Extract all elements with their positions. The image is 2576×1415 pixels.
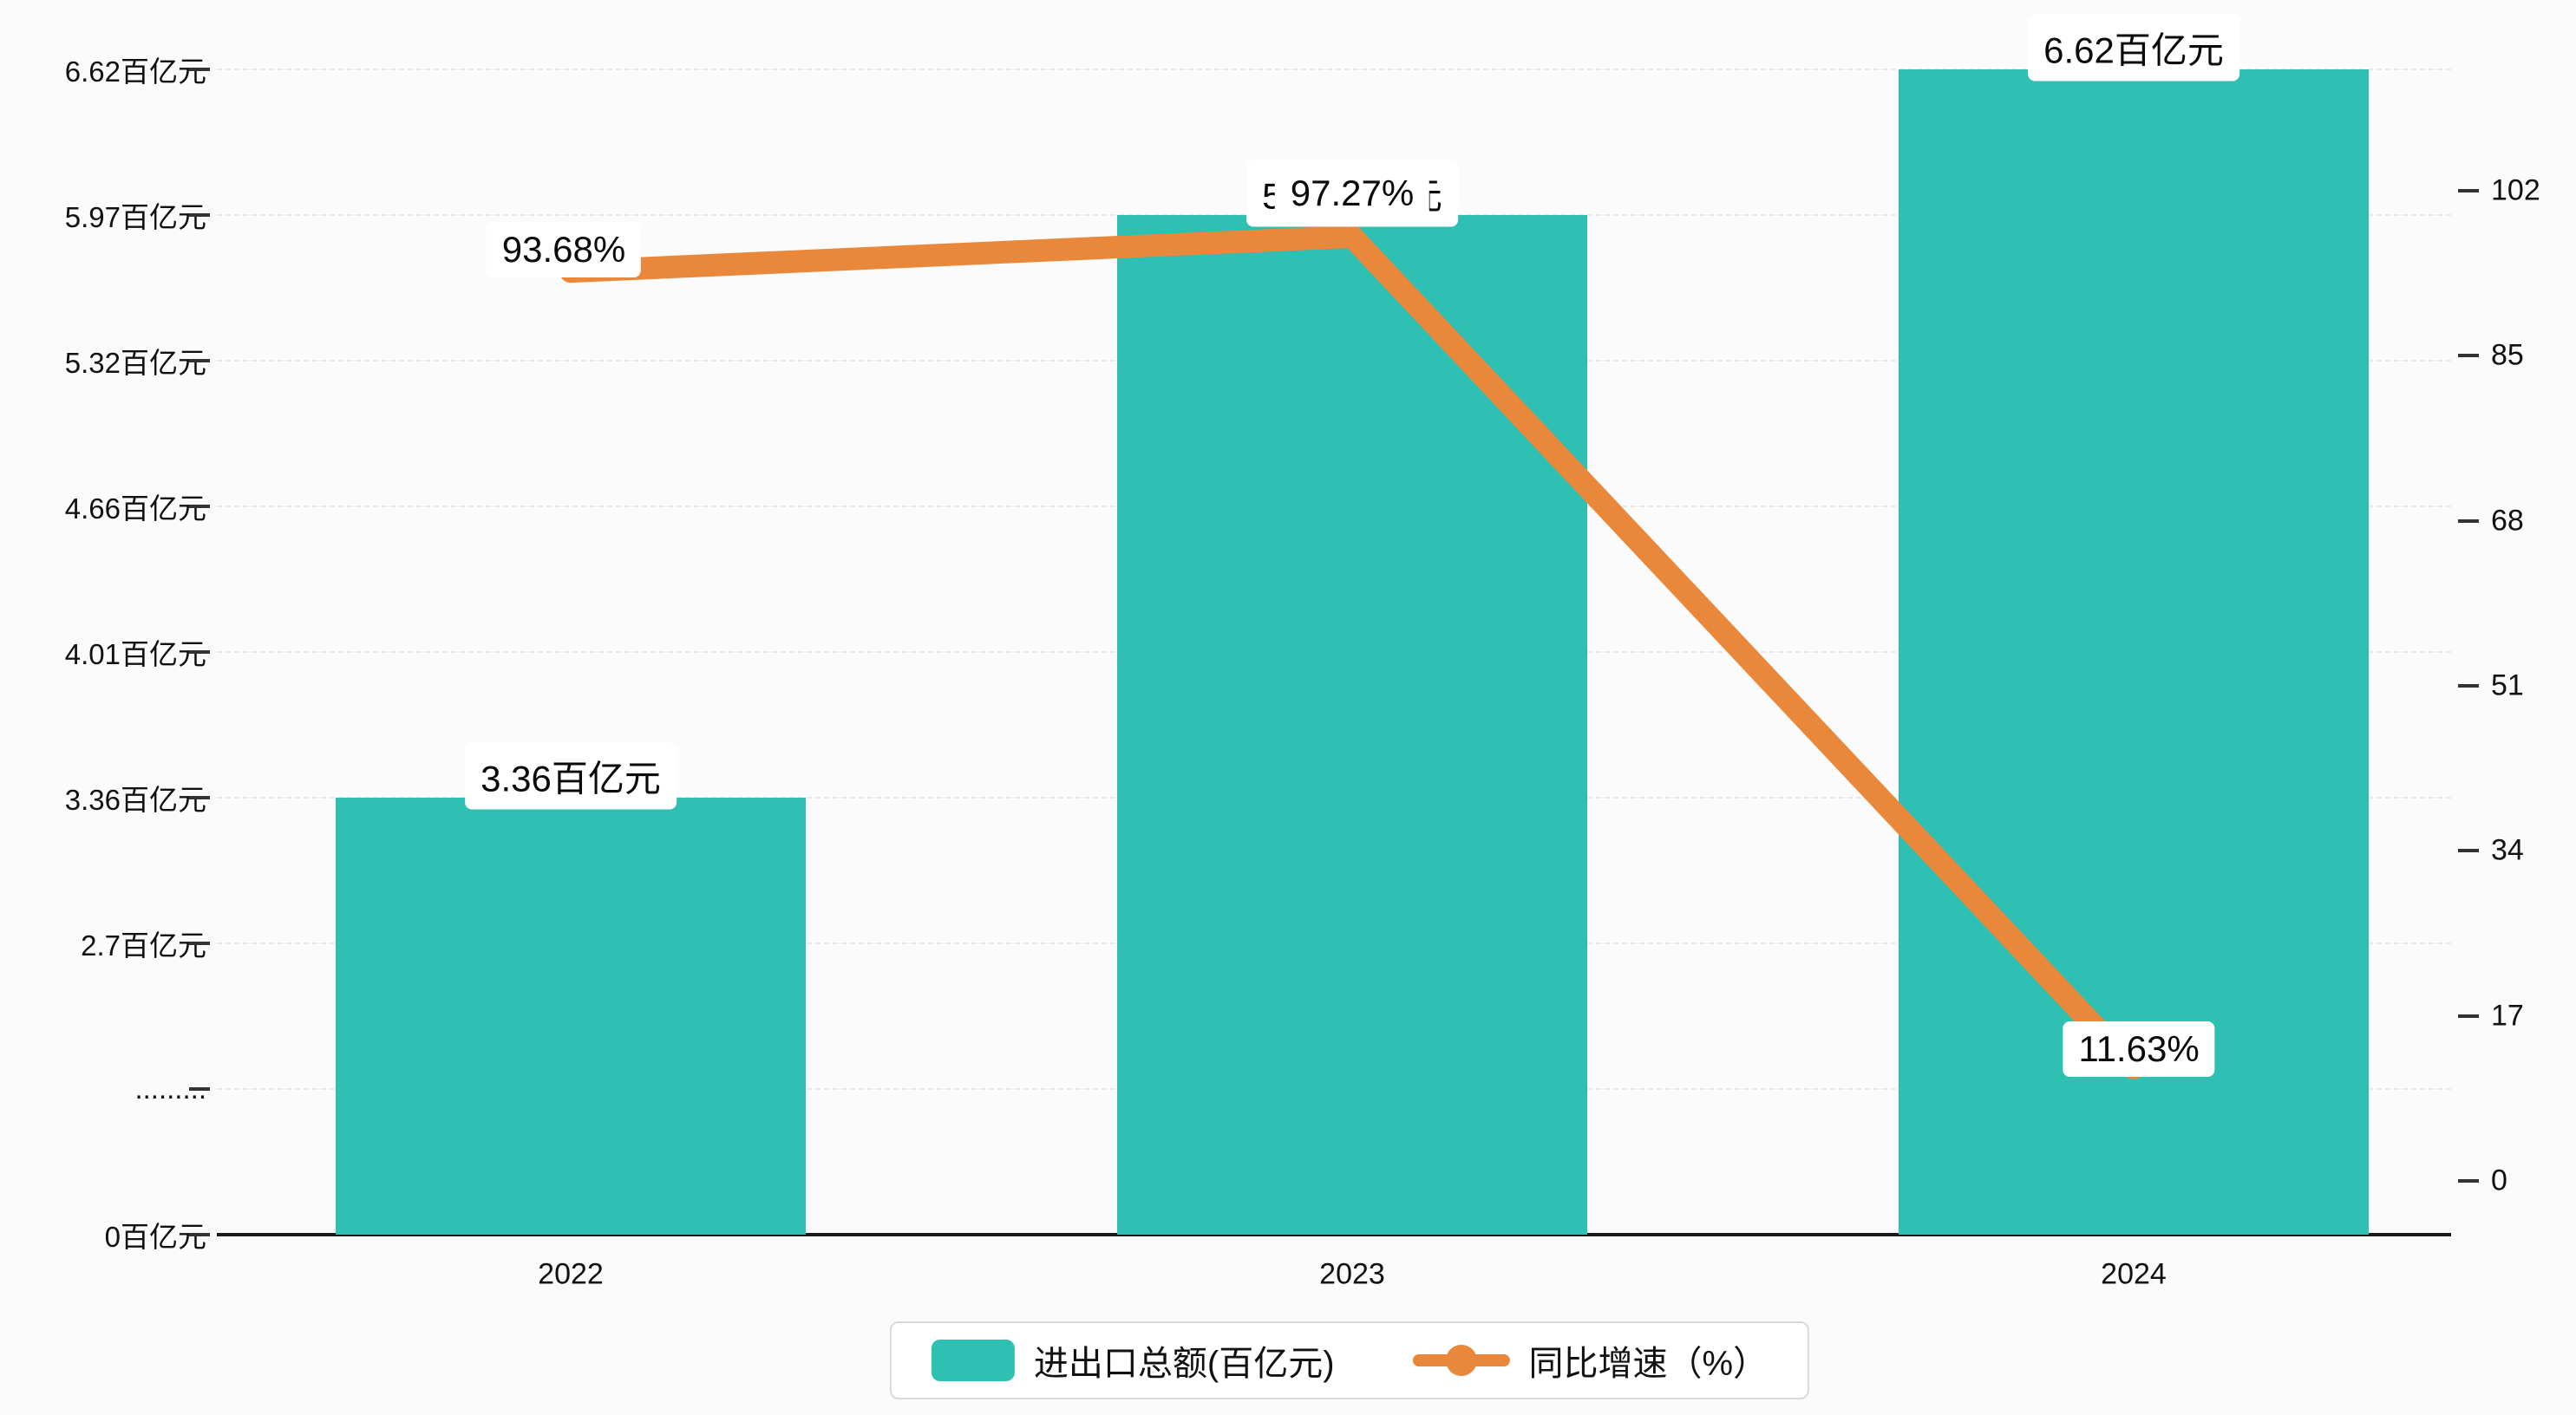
y-axis-left-label: 5.97百亿元 (64, 201, 206, 233)
y-axis-left-label: 0百亿元 (104, 1221, 206, 1253)
y-axis-right-tick (2458, 518, 2479, 523)
legend-line-label: 同比增速（%） (1528, 1345, 1769, 1383)
legend-item-bar[interactable]: 进出口总额(百亿元) (931, 1335, 1335, 1386)
y-axis-right-label: 34 (2491, 833, 2524, 867)
y-axis-left-label: 4.01百亿元 (64, 638, 206, 670)
gridline (217, 68, 2451, 70)
y-axis-left-label: 6.62百亿元 (64, 55, 206, 88)
y-axis-right-tick (2458, 1179, 2479, 1183)
y-axis-left-label: ......... (134, 1073, 206, 1105)
legend: 进出口总额(百亿元) 同比增速（%） (889, 1321, 1810, 1399)
line-value-label: 11.63% (2063, 1021, 2215, 1077)
y-axis-right-label: 17 (2491, 999, 2524, 1033)
bar-value-label: 3.36百亿元 (465, 742, 677, 810)
line-legend-swatch-icon (1412, 1345, 1510, 1376)
x-axis-line (217, 1233, 2451, 1236)
y-axis-left-tick (189, 1087, 210, 1091)
bar-2022[interactable] (336, 798, 806, 1235)
bar-value-label: 6.62百亿元 (2028, 14, 2239, 82)
y-axis-left-tick (189, 1233, 210, 1236)
y-axis-left-tick (189, 650, 210, 654)
y-axis-left-tick (189, 359, 210, 362)
y-axis-left-tick (189, 942, 210, 945)
line-value-label: 97.27% (1274, 166, 1430, 221)
bar-2023[interactable] (1117, 215, 1587, 1235)
line-value-label: 93.68% (486, 222, 642, 277)
y-axis-left-label: 4.66百亿元 (64, 492, 206, 525)
bar-legend-swatch-icon (931, 1340, 1015, 1381)
y-axis-left-label: 5.32百亿元 (64, 347, 206, 379)
y-axis-right-tick (2458, 354, 2479, 358)
y-axis-left-tick (189, 68, 210, 71)
y-axis-left-label: 3.36百亿元 (64, 784, 206, 816)
x-axis-label: 2024 (2101, 1257, 2167, 1291)
y-axis-right-tick (2458, 1014, 2479, 1018)
x-axis-label: 2022 (538, 1257, 604, 1291)
y-axis-left-tick (189, 796, 210, 799)
y-axis-right-label: 85 (2491, 338, 2524, 372)
y-axis-right-label: 0 (2491, 1164, 2507, 1197)
y-axis-left-tick (189, 505, 210, 508)
line-legend-dot-icon (1445, 1345, 1477, 1376)
x-axis-label: 2023 (1319, 1257, 1385, 1291)
legend-bar-label: 进出口总额(百亿元) (1033, 1345, 1335, 1383)
y-axis-left-tick (189, 213, 210, 217)
y-axis-right-label: 102 (2491, 173, 2540, 207)
legend-item-line[interactable]: 同比增速（%） (1412, 1335, 1769, 1386)
y-axis-right-label: 51 (2491, 668, 2524, 702)
y-axis-right-label: 68 (2491, 504, 2524, 538)
y-axis-right-tick (2458, 189, 2479, 192)
y-axis-left-label: 2.7百亿元 (81, 929, 206, 962)
y-axis-right-tick (2458, 684, 2479, 688)
y-axis-right-tick (2458, 849, 2479, 853)
